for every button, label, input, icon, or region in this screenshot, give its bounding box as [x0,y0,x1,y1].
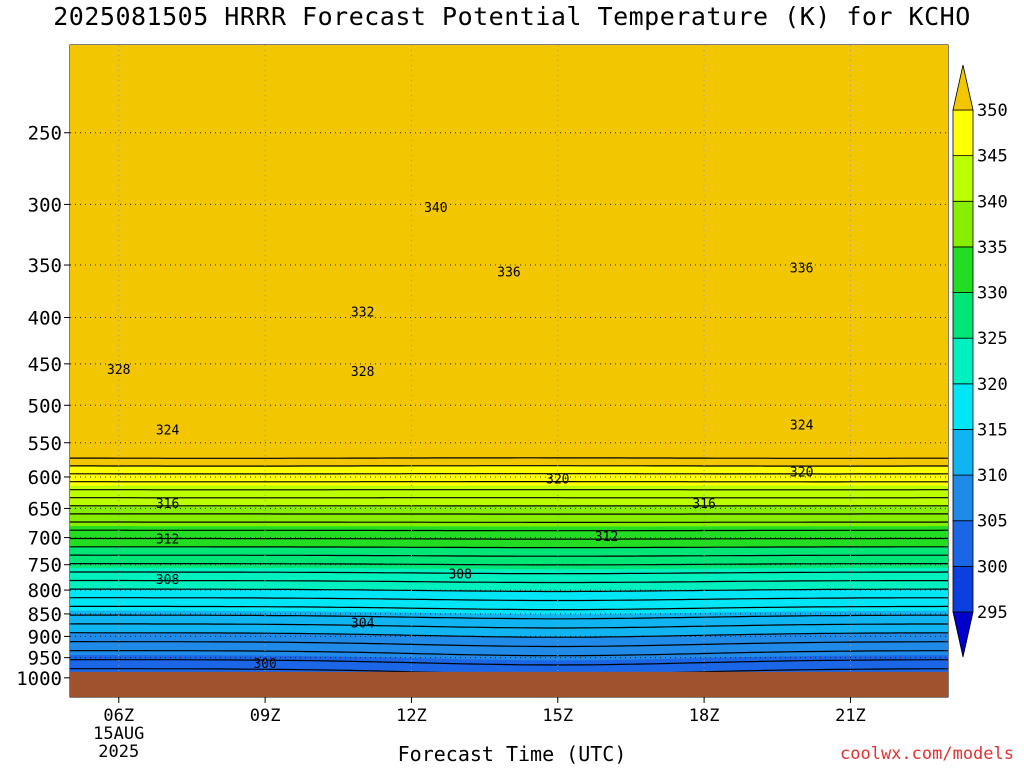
y-tick-label: 450 [28,354,62,376]
y-tick-label: 300 [28,194,62,216]
contour-line-306 [70,650,948,657]
contour-label: 328 [107,363,130,378]
filled-contours [70,45,948,697]
colorbar-segment-335 [952,200,974,248]
y-tick-label: 500 [28,395,62,417]
credit-text: coolwx.com/models [840,744,1014,764]
contour-label: 320 [790,466,813,481]
x-tick-label: 06Z [103,706,134,726]
colorbar-label: 315 [977,420,1008,440]
contour-line-326 [70,563,948,566]
y-tick-label: 350 [28,255,62,277]
y-tick-label: 900 [28,626,62,648]
colorbar-segment-320 [952,337,974,385]
y-tick-label: 250 [28,123,62,145]
y-tick-label: 550 [28,433,62,455]
contour-label: 340 [424,201,447,216]
y-tick-label: 400 [28,308,62,330]
colorbar-label: 305 [977,512,1008,532]
contour-line-308 [70,641,948,648]
colorbar-segment-340 [952,155,974,202]
contour-line-332 [70,537,948,540]
contour-line-334 [70,529,949,532]
x-tick-sublabel: 15AUG [93,724,144,744]
colorbar-label: 340 [977,192,1008,212]
x-tick-label: 15Z [542,706,573,726]
y-tick-label: 700 [28,528,62,550]
contour-label: 320 [546,472,569,487]
colorbar-label: 335 [977,238,1008,258]
x-axis-label: Forecast Time (UTC) [397,742,627,766]
contour-line-318 [70,597,948,602]
x-tick-label: 12Z [396,706,427,726]
contour-label: 328 [351,365,374,380]
colorbar-label: 320 [977,375,1008,395]
y-tick-label: 800 [28,580,62,602]
colorbar-bottom-arrow [952,611,974,658]
colorbar-segment-300 [952,520,974,567]
chart-title: 2025081505 HRRR Forecast Potential Tempe… [53,2,971,31]
contour-label: 300 [253,657,276,672]
contour-line-316 [70,605,949,611]
colorbar-segment-295 [952,565,974,613]
contour-label: 324 [790,418,814,433]
contour-line-320 [70,588,948,593]
contour-lines [69,457,949,675]
colorbar-segment-310 [952,429,974,476]
colorbar-label: 330 [977,284,1008,304]
gridlines [70,45,948,697]
colorbar-label: 350 [977,101,1008,121]
y-tick-label: 650 [28,498,62,520]
colorbar: 295 300 305 310 315 320 325 330 335 340 345 350 [952,64,1008,658]
contour-line-352 [70,457,948,459]
contour-line-322 [70,579,948,584]
colorbar-segment-345 [952,109,974,157]
colorbar-label: 310 [977,466,1008,486]
contour-label: 308 [156,573,179,588]
x-tick-label: 21Z [835,706,866,726]
y-tick-label: 600 [28,467,62,489]
contour-label: 336 [790,261,813,276]
contour-label: 324 [156,424,180,439]
contour-label: 316 [692,497,715,512]
colorbar-segment-330 [952,246,974,293]
x-tick-label: 09Z [250,706,281,726]
contour-label: 308 [448,568,471,583]
x-tick-sublabel: 2025 [98,742,139,762]
contour-label: 304 [351,617,375,632]
contour-label: 336 [497,266,520,281]
y-tick-label: 950 [28,648,62,670]
contour-line-324 [70,571,949,575]
contour-line-314 [70,614,948,620]
y-tick-label: 1000 [16,668,62,690]
contour-label: 312 [156,533,179,548]
ground-surface [70,671,948,697]
contour-line-330 [70,546,948,549]
colorbar-segment-325 [952,292,974,339]
y-tick-label: 850 [28,604,62,626]
contour-line-310 [70,632,948,638]
contour-label: 332 [351,306,374,321]
contour-line-312 [70,623,948,629]
y-tick-label: 750 [28,555,62,577]
contour-label: 312 [595,530,618,545]
colorbar-segment-305 [952,474,974,522]
colorbar-segment-315 [952,383,974,430]
colorbar-top-arrow [952,64,974,111]
colorbar-label: 295 [977,603,1008,623]
contour-label: 316 [156,497,179,512]
colorbar-label: 325 [977,329,1008,349]
contour-labels: 340 336 336 332 328 328 324 324 320 320 316 316 312 3… [107,201,814,672]
colorbar-label: 345 [977,147,1008,167]
colorbar-label: 300 [977,557,1008,577]
ground-fill [70,671,948,697]
x-tick-label: 18Z [689,706,720,726]
contour-line-304 [70,659,948,666]
contour-line-328 [70,554,948,557]
y-axis: 2503003504004505005506006507007508008509… [16,123,70,690]
